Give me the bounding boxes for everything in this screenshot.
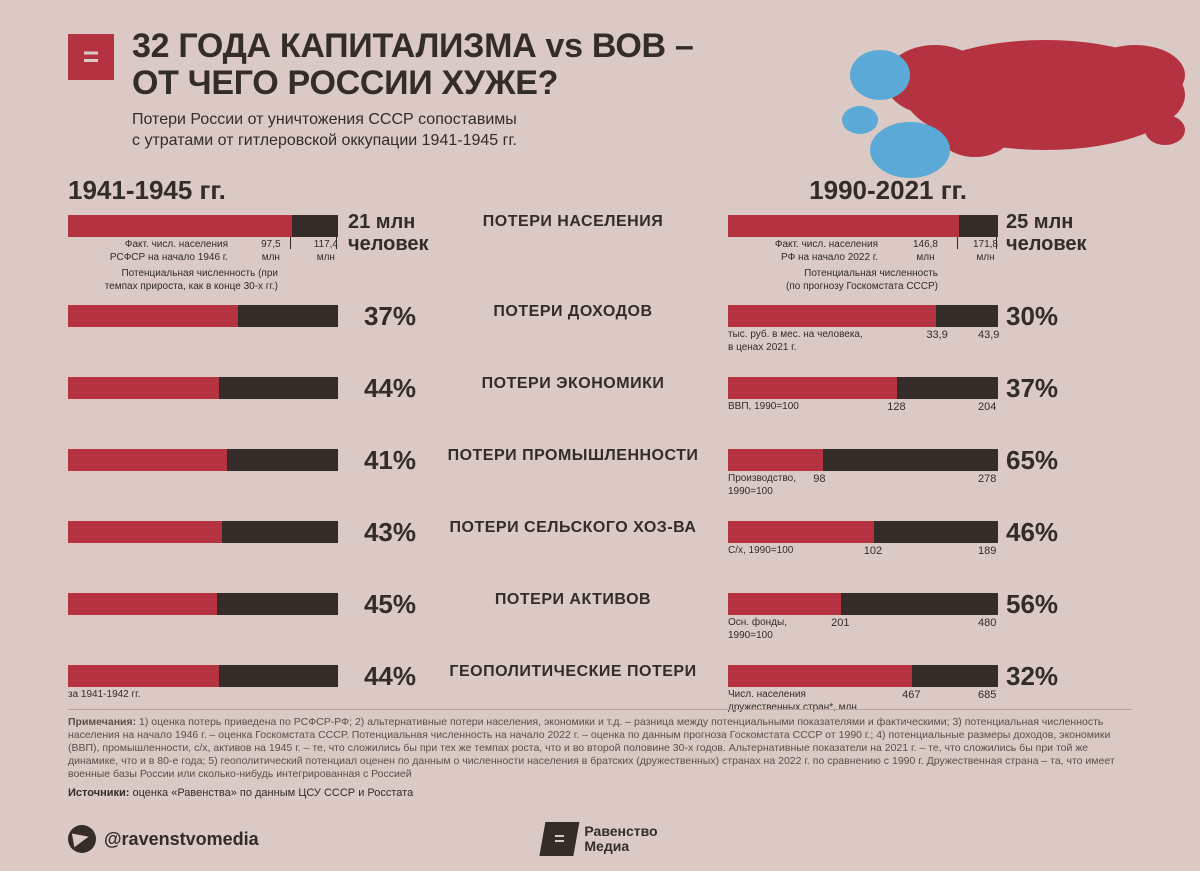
bar-segment-black [959,215,998,237]
chart-row: 44%37%ПОТЕРИ ЭКОНОМИКИ128204ВВП, 1990=10… [68,375,1132,447]
subtext-left: Факт. числ. населения РСФСР на начало 19… [68,239,338,293]
value-left: 44% [350,661,416,692]
category-label: ПОТЕРИ ЭКОНОМИКИ [428,375,718,393]
bar-left [68,521,338,543]
value-right: 25 млн человек [1006,211,1156,255]
brand: = Равенство Медиа [542,822,657,856]
value-right: 46% [1006,517,1136,548]
value-left: 43% [350,517,416,548]
subtext-right: Производство, 1990=100 [728,473,998,498]
bar-segment-black [841,593,998,615]
value-left: 45% [350,589,416,620]
bar-right [728,305,998,327]
subtext-right: Осн. фонды, 1990=100 [728,617,998,642]
bar-right [728,377,998,399]
chart-row: 37%30%ПОТЕРИ ДОХОДОВ33,943,9тыс. руб. в … [68,303,1132,375]
bar-segment-red [728,377,897,399]
category-label: ГЕОПОЛИТИЧЕСКИЕ ПОТЕРИ [428,663,718,681]
chart-columns: 1941-1945 гг. 1990-2021 гг. 21 млн челов… [68,175,1132,721]
bar-segment-black [912,665,998,687]
bar-segment-red [68,521,222,543]
value-right: 32% [1006,661,1136,692]
sources-label: Источники: [68,787,129,799]
bar-segment-black [292,215,338,237]
subtext-right: тыс. руб. в мес. на человека, в ценах 20… [728,329,998,354]
value-left: 37% [350,301,416,332]
bar-left [68,215,338,237]
page-title: 32 ГОДА КАПИТАЛИЗМА vs ВОВ – ОТ ЧЕГО РОС… [132,28,693,103]
chart-rows: 21 млн человек25 млн человекПОТЕРИ НАСЕЛ… [68,213,1132,735]
notes-text: 1) оценка потерь приведена по РСФСР-РФ; … [68,716,1115,781]
subtext-right: ВВП, 1990=100 [728,401,998,414]
bar-right [728,521,998,543]
bar-segment-red [728,449,823,471]
bar-segment-red [728,215,959,237]
ussr-map-icon [815,20,1195,190]
bar-segment-black [219,665,338,687]
notes-label: Примечания: [68,716,136,728]
bar-segment-red [68,665,219,687]
bar-segment-black [227,449,338,471]
subtext-right: С/х, 1990=100 [728,545,998,558]
bar-right [728,215,998,237]
page-subtitle: Потери России от уничтожения СССР сопост… [132,110,517,152]
telegram-handle: @ravenstvomedia [104,829,259,850]
footer: @ravenstvomedia = Равенство Медиа [68,825,1132,853]
value-left: 44% [350,373,416,404]
notes-block: Примечания: 1) оценка потерь приведена п… [68,709,1132,801]
bar-segment-black [936,305,998,327]
right-column-title: 1990-2021 гг. [809,175,967,206]
bar-left [68,377,338,399]
value-right: 65% [1006,445,1136,476]
bar-segment-black [897,377,998,399]
bar-left [68,305,338,327]
bar-segment-red [728,593,841,615]
category-label: ПОТЕРИ ПРОМЫШЛЕННОСТИ [428,447,718,465]
category-label: ПОТЕРИ АКТИВОВ [428,591,718,609]
value-left: 41% [350,445,416,476]
bar-segment-red [728,665,912,687]
category-label: ПОТЕРИ ДОХОДОВ [428,303,718,321]
subtext-left: за 1941-1942 гг. [68,689,338,702]
chart-row: 21 млн человек25 млн человекПОТЕРИ НАСЕЛ… [68,213,1132,303]
bar-right [728,449,998,471]
left-column-title: 1941-1945 гг. [68,175,226,206]
telegram-icon [68,825,96,853]
sources-text: оценка «Равенства» по данным ЦСУ СССР и … [129,787,413,799]
brand-icon: = [539,822,579,856]
bar-left [68,665,338,687]
subtext-right: Факт. числ. населения РФ на начало 2022 … [728,239,998,293]
bar-segment-black [219,377,338,399]
chart-row: 41%65%ПОТЕРИ ПРОМЫШЛЕННОСТИ98278Производ… [68,447,1132,519]
value-right: 56% [1006,589,1136,620]
brand-name: Равенство Медиа [584,824,657,855]
category-label: ПОТЕРИ НАСЕЛЕНИЯ [428,213,718,231]
bar-right [728,665,998,687]
logo-icon: = [68,34,114,80]
bar-segment-red [68,593,217,615]
value-right: 37% [1006,373,1136,404]
bar-segment-red [68,305,238,327]
category-label: ПОТЕРИ СЕЛЬСКОГО ХОЗ-ВА [428,519,718,537]
value-right: 30% [1006,301,1136,332]
chart-row: 45%56%ПОТЕРИ АКТИВОВ201480Осн. фонды, 19… [68,591,1132,663]
bar-segment-black [874,521,998,543]
bar-segment-black [238,305,338,327]
bar-segment-black [217,593,339,615]
bar-left [68,449,338,471]
bar-segment-red [68,449,227,471]
bar-left [68,593,338,615]
bar-segment-red [728,521,874,543]
bar-segment-red [68,215,292,237]
bar-segment-red [68,377,219,399]
bar-segment-black [823,449,998,471]
bar-segment-black [222,521,338,543]
bar-segment-red [728,305,936,327]
logo-glyph: = [83,41,99,73]
chart-row: 43%46%ПОТЕРИ СЕЛЬСКОГО ХОЗ-ВА102189С/х, … [68,519,1132,591]
bar-right [728,593,998,615]
